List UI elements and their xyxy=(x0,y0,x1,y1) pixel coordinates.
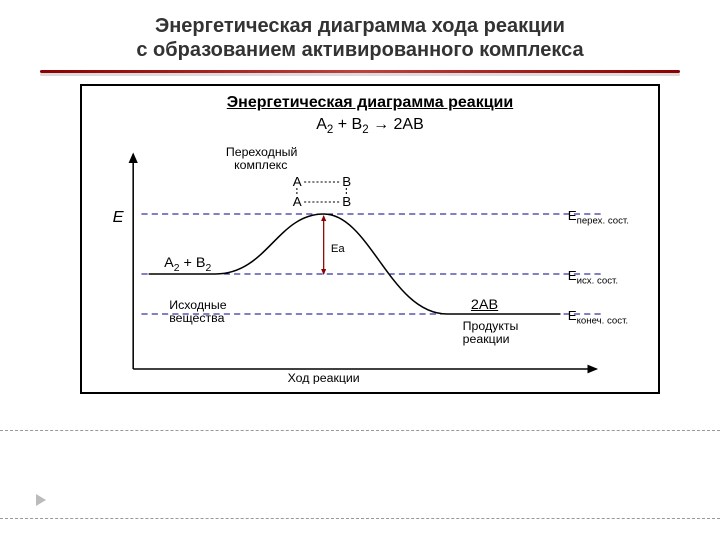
box-title: Энергетическая диаграмма реакции xyxy=(92,94,648,112)
title-line-2: с образованием активированного комплекса xyxy=(40,38,680,62)
svg-text:реакции: реакции xyxy=(463,332,510,346)
svg-text:А: А xyxy=(293,174,302,189)
page-divider-top xyxy=(0,430,720,431)
svg-text:Еа: Еа xyxy=(331,243,346,255)
page-divider-bottom xyxy=(0,518,720,519)
svg-text:Исходные: Исходные xyxy=(169,298,227,312)
svg-text:Ход реакции: Ход реакции xyxy=(288,371,360,384)
main-title: Энергетическая диаграмма хода реакции с … xyxy=(0,0,720,70)
diagram-box: Энергетическая диаграмма реакции А2 + В2… xyxy=(80,84,660,394)
energy-diagram: ЕаЕХод реакцииПереходныйкомплексАВАВА2 +… xyxy=(92,144,648,384)
svg-text:Е: Е xyxy=(113,208,124,226)
svg-text:комплекс: комплекс xyxy=(234,158,287,172)
svg-text:В: В xyxy=(342,194,351,209)
title-underline xyxy=(40,70,680,74)
slide-arrow-icon xyxy=(36,494,46,506)
svg-text:Переходный: Переходный xyxy=(226,145,298,159)
svg-text:вещества: вещества xyxy=(169,311,224,325)
box-equation: А2 + В2 → 2АВ xyxy=(92,116,648,136)
svg-text:А: А xyxy=(293,194,302,209)
svg-text:В: В xyxy=(342,174,351,189)
title-line-1: Энергетическая диаграмма хода реакции xyxy=(40,14,680,38)
svg-text:Продукты: Продукты xyxy=(463,319,519,333)
